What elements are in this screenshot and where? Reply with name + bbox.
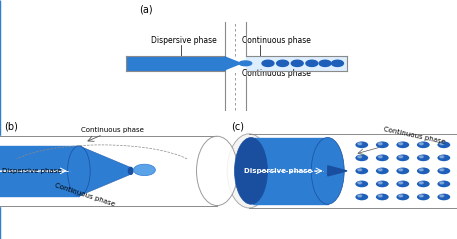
- Circle shape: [376, 141, 389, 148]
- Circle shape: [437, 194, 450, 200]
- Circle shape: [376, 194, 389, 200]
- Ellipse shape: [311, 138, 344, 204]
- Circle shape: [262, 60, 274, 66]
- Circle shape: [378, 143, 382, 145]
- Circle shape: [133, 164, 155, 176]
- Circle shape: [378, 169, 382, 171]
- Circle shape: [396, 181, 409, 187]
- Polygon shape: [225, 22, 246, 110]
- Ellipse shape: [68, 146, 90, 196]
- Circle shape: [396, 141, 409, 148]
- Circle shape: [376, 154, 389, 161]
- Text: (c): (c): [231, 122, 244, 132]
- Polygon shape: [80, 146, 131, 196]
- Text: Continuous phase: Continuous phase: [242, 70, 311, 78]
- Circle shape: [440, 195, 444, 197]
- Text: (b): (b): [5, 122, 18, 132]
- Polygon shape: [328, 166, 347, 176]
- Circle shape: [378, 182, 382, 184]
- Circle shape: [437, 141, 450, 148]
- Text: Continuous phase: Continuous phase: [242, 36, 311, 45]
- Text: Dispersive phase: Dispersive phase: [151, 36, 217, 45]
- Circle shape: [420, 156, 423, 158]
- Circle shape: [440, 169, 444, 171]
- Circle shape: [399, 156, 403, 158]
- Circle shape: [396, 154, 409, 161]
- Circle shape: [356, 141, 368, 148]
- Circle shape: [437, 168, 450, 174]
- Circle shape: [356, 154, 368, 161]
- Circle shape: [319, 60, 331, 66]
- Circle shape: [417, 141, 430, 148]
- Ellipse shape: [128, 167, 133, 174]
- Circle shape: [420, 182, 423, 184]
- Circle shape: [376, 168, 389, 174]
- Circle shape: [420, 169, 423, 171]
- Circle shape: [399, 182, 403, 184]
- Circle shape: [417, 181, 430, 187]
- Circle shape: [420, 143, 423, 145]
- Circle shape: [276, 60, 288, 66]
- Circle shape: [358, 195, 361, 197]
- Circle shape: [306, 60, 318, 66]
- Circle shape: [356, 194, 368, 200]
- Circle shape: [358, 169, 361, 171]
- Circle shape: [399, 143, 403, 145]
- Circle shape: [356, 181, 368, 187]
- Circle shape: [396, 194, 409, 200]
- Text: Dispersive phase: Dispersive phase: [244, 168, 312, 174]
- Ellipse shape: [239, 61, 252, 66]
- Polygon shape: [0, 136, 217, 206]
- Circle shape: [378, 195, 382, 197]
- Circle shape: [420, 195, 423, 197]
- Circle shape: [437, 154, 450, 161]
- Polygon shape: [127, 57, 225, 70]
- Text: Continuous phase: Continuous phase: [383, 126, 446, 145]
- Circle shape: [417, 194, 430, 200]
- Circle shape: [376, 181, 389, 187]
- Circle shape: [358, 156, 361, 158]
- Circle shape: [378, 156, 382, 158]
- Text: Continuous phase: Continuous phase: [54, 182, 116, 207]
- Ellipse shape: [234, 138, 267, 204]
- Circle shape: [437, 181, 450, 187]
- Circle shape: [358, 182, 361, 184]
- Circle shape: [440, 182, 444, 184]
- Circle shape: [399, 195, 403, 197]
- Circle shape: [417, 154, 430, 161]
- Polygon shape: [249, 134, 457, 208]
- Text: (a): (a): [139, 5, 153, 15]
- Circle shape: [396, 168, 409, 174]
- Ellipse shape: [227, 134, 271, 208]
- Circle shape: [440, 156, 444, 158]
- Polygon shape: [126, 56, 347, 71]
- Circle shape: [291, 60, 303, 66]
- Circle shape: [356, 168, 368, 174]
- Text: Continuous phase: Continuous phase: [80, 127, 143, 133]
- Ellipse shape: [197, 136, 238, 206]
- Circle shape: [331, 60, 343, 66]
- Polygon shape: [0, 146, 79, 196]
- Circle shape: [358, 143, 361, 145]
- Polygon shape: [246, 57, 346, 70]
- Text: Dispersive phase: Dispersive phase: [2, 168, 62, 174]
- Circle shape: [440, 143, 444, 145]
- Polygon shape: [225, 57, 241, 70]
- Polygon shape: [254, 138, 328, 204]
- Circle shape: [417, 168, 430, 174]
- Circle shape: [399, 169, 403, 171]
